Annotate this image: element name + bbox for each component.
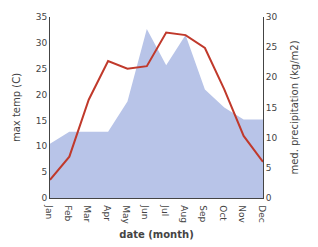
svg-text:Jul: Jul xyxy=(160,204,170,216)
svg-text:Jun: Jun xyxy=(140,204,150,219)
svg-text:5: 5 xyxy=(266,163,272,173)
svg-text:30: 30 xyxy=(266,12,278,22)
svg-text:date (month): date (month) xyxy=(119,229,193,240)
svg-text:Apr: Apr xyxy=(102,205,112,221)
svg-text:0: 0 xyxy=(266,193,272,203)
svg-text:10: 10 xyxy=(266,133,278,143)
svg-text:25: 25 xyxy=(36,64,47,74)
svg-text:Sep: Sep xyxy=(198,205,208,222)
svg-text:20: 20 xyxy=(36,90,48,100)
svg-text:35: 35 xyxy=(36,12,47,22)
svg-text:Jan: Jan xyxy=(44,204,54,219)
svg-text:May: May xyxy=(121,205,131,224)
svg-text:25: 25 xyxy=(266,42,277,52)
svg-text:Mar: Mar xyxy=(82,205,92,222)
svg-text:Aug: Aug xyxy=(179,205,189,223)
svg-text:Oct: Oct xyxy=(218,205,228,221)
svg-text:5: 5 xyxy=(41,167,47,177)
svg-text:15: 15 xyxy=(266,103,277,113)
svg-text:10: 10 xyxy=(36,141,48,151)
svg-text:Nov: Nov xyxy=(237,205,247,223)
svg-text:Feb: Feb xyxy=(63,205,73,221)
svg-text:0: 0 xyxy=(41,193,47,203)
svg-text:20: 20 xyxy=(266,72,278,82)
svg-text:Dec: Dec xyxy=(257,205,267,222)
svg-text:med. precipitation (kg/m2): med. precipitation (kg/m2) xyxy=(289,40,300,174)
svg-text:max temp (C): max temp (C) xyxy=(11,73,22,142)
svg-text:15: 15 xyxy=(36,116,47,126)
svg-text:30: 30 xyxy=(36,38,48,48)
